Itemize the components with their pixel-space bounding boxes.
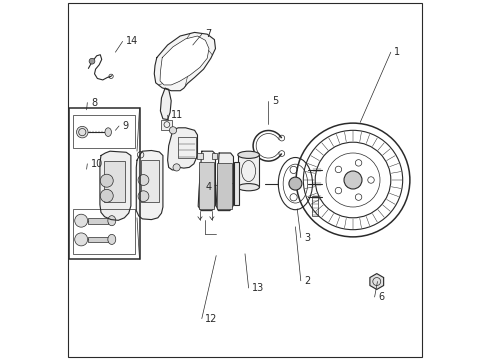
Ellipse shape [108,216,116,226]
Text: 2: 2 [304,276,311,286]
Bar [73,209,135,254]
Bar [212,153,217,159]
Polygon shape [198,151,216,211]
Ellipse shape [238,184,259,191]
Polygon shape [160,88,171,120]
Text: 9: 9 [122,121,129,131]
Circle shape [100,174,113,187]
Circle shape [74,233,88,246]
Bar [73,115,135,148]
Polygon shape [216,153,233,211]
Bar [162,120,172,130]
Polygon shape [370,274,384,289]
Text: 1: 1 [394,47,400,57]
Text: 10: 10 [91,159,103,169]
Circle shape [138,191,149,202]
Circle shape [344,171,362,189]
Circle shape [89,58,95,64]
Bar [312,196,318,216]
Bar [88,237,108,242]
Polygon shape [100,151,131,220]
Bar [197,153,203,159]
Bar [217,163,232,209]
Circle shape [170,127,176,134]
Text: 13: 13 [252,283,265,293]
Bar [178,137,196,158]
Bar [88,218,108,224]
Circle shape [289,177,302,190]
Circle shape [74,214,88,227]
Bar [104,161,125,202]
Ellipse shape [238,151,259,158]
Text: 4: 4 [205,182,212,192]
Circle shape [173,164,180,171]
Text: 5: 5 [272,96,278,106]
Text: 11: 11 [171,110,183,120]
Circle shape [76,126,88,138]
Bar [69,108,140,259]
Text: 12: 12 [205,314,218,324]
Bar [199,162,215,209]
Text: 14: 14 [126,36,139,46]
Text: 6: 6 [378,292,384,302]
Bar [141,160,159,202]
Polygon shape [168,128,197,170]
Circle shape [138,175,149,185]
Polygon shape [160,36,209,85]
Bar [238,155,259,187]
Ellipse shape [105,128,111,136]
Circle shape [100,189,113,202]
Polygon shape [136,150,163,220]
Polygon shape [154,32,216,91]
Bar [234,162,239,205]
Text: 8: 8 [91,98,97,108]
Ellipse shape [108,234,116,244]
Text: 3: 3 [304,233,311,243]
Text: 7: 7 [205,29,212,39]
